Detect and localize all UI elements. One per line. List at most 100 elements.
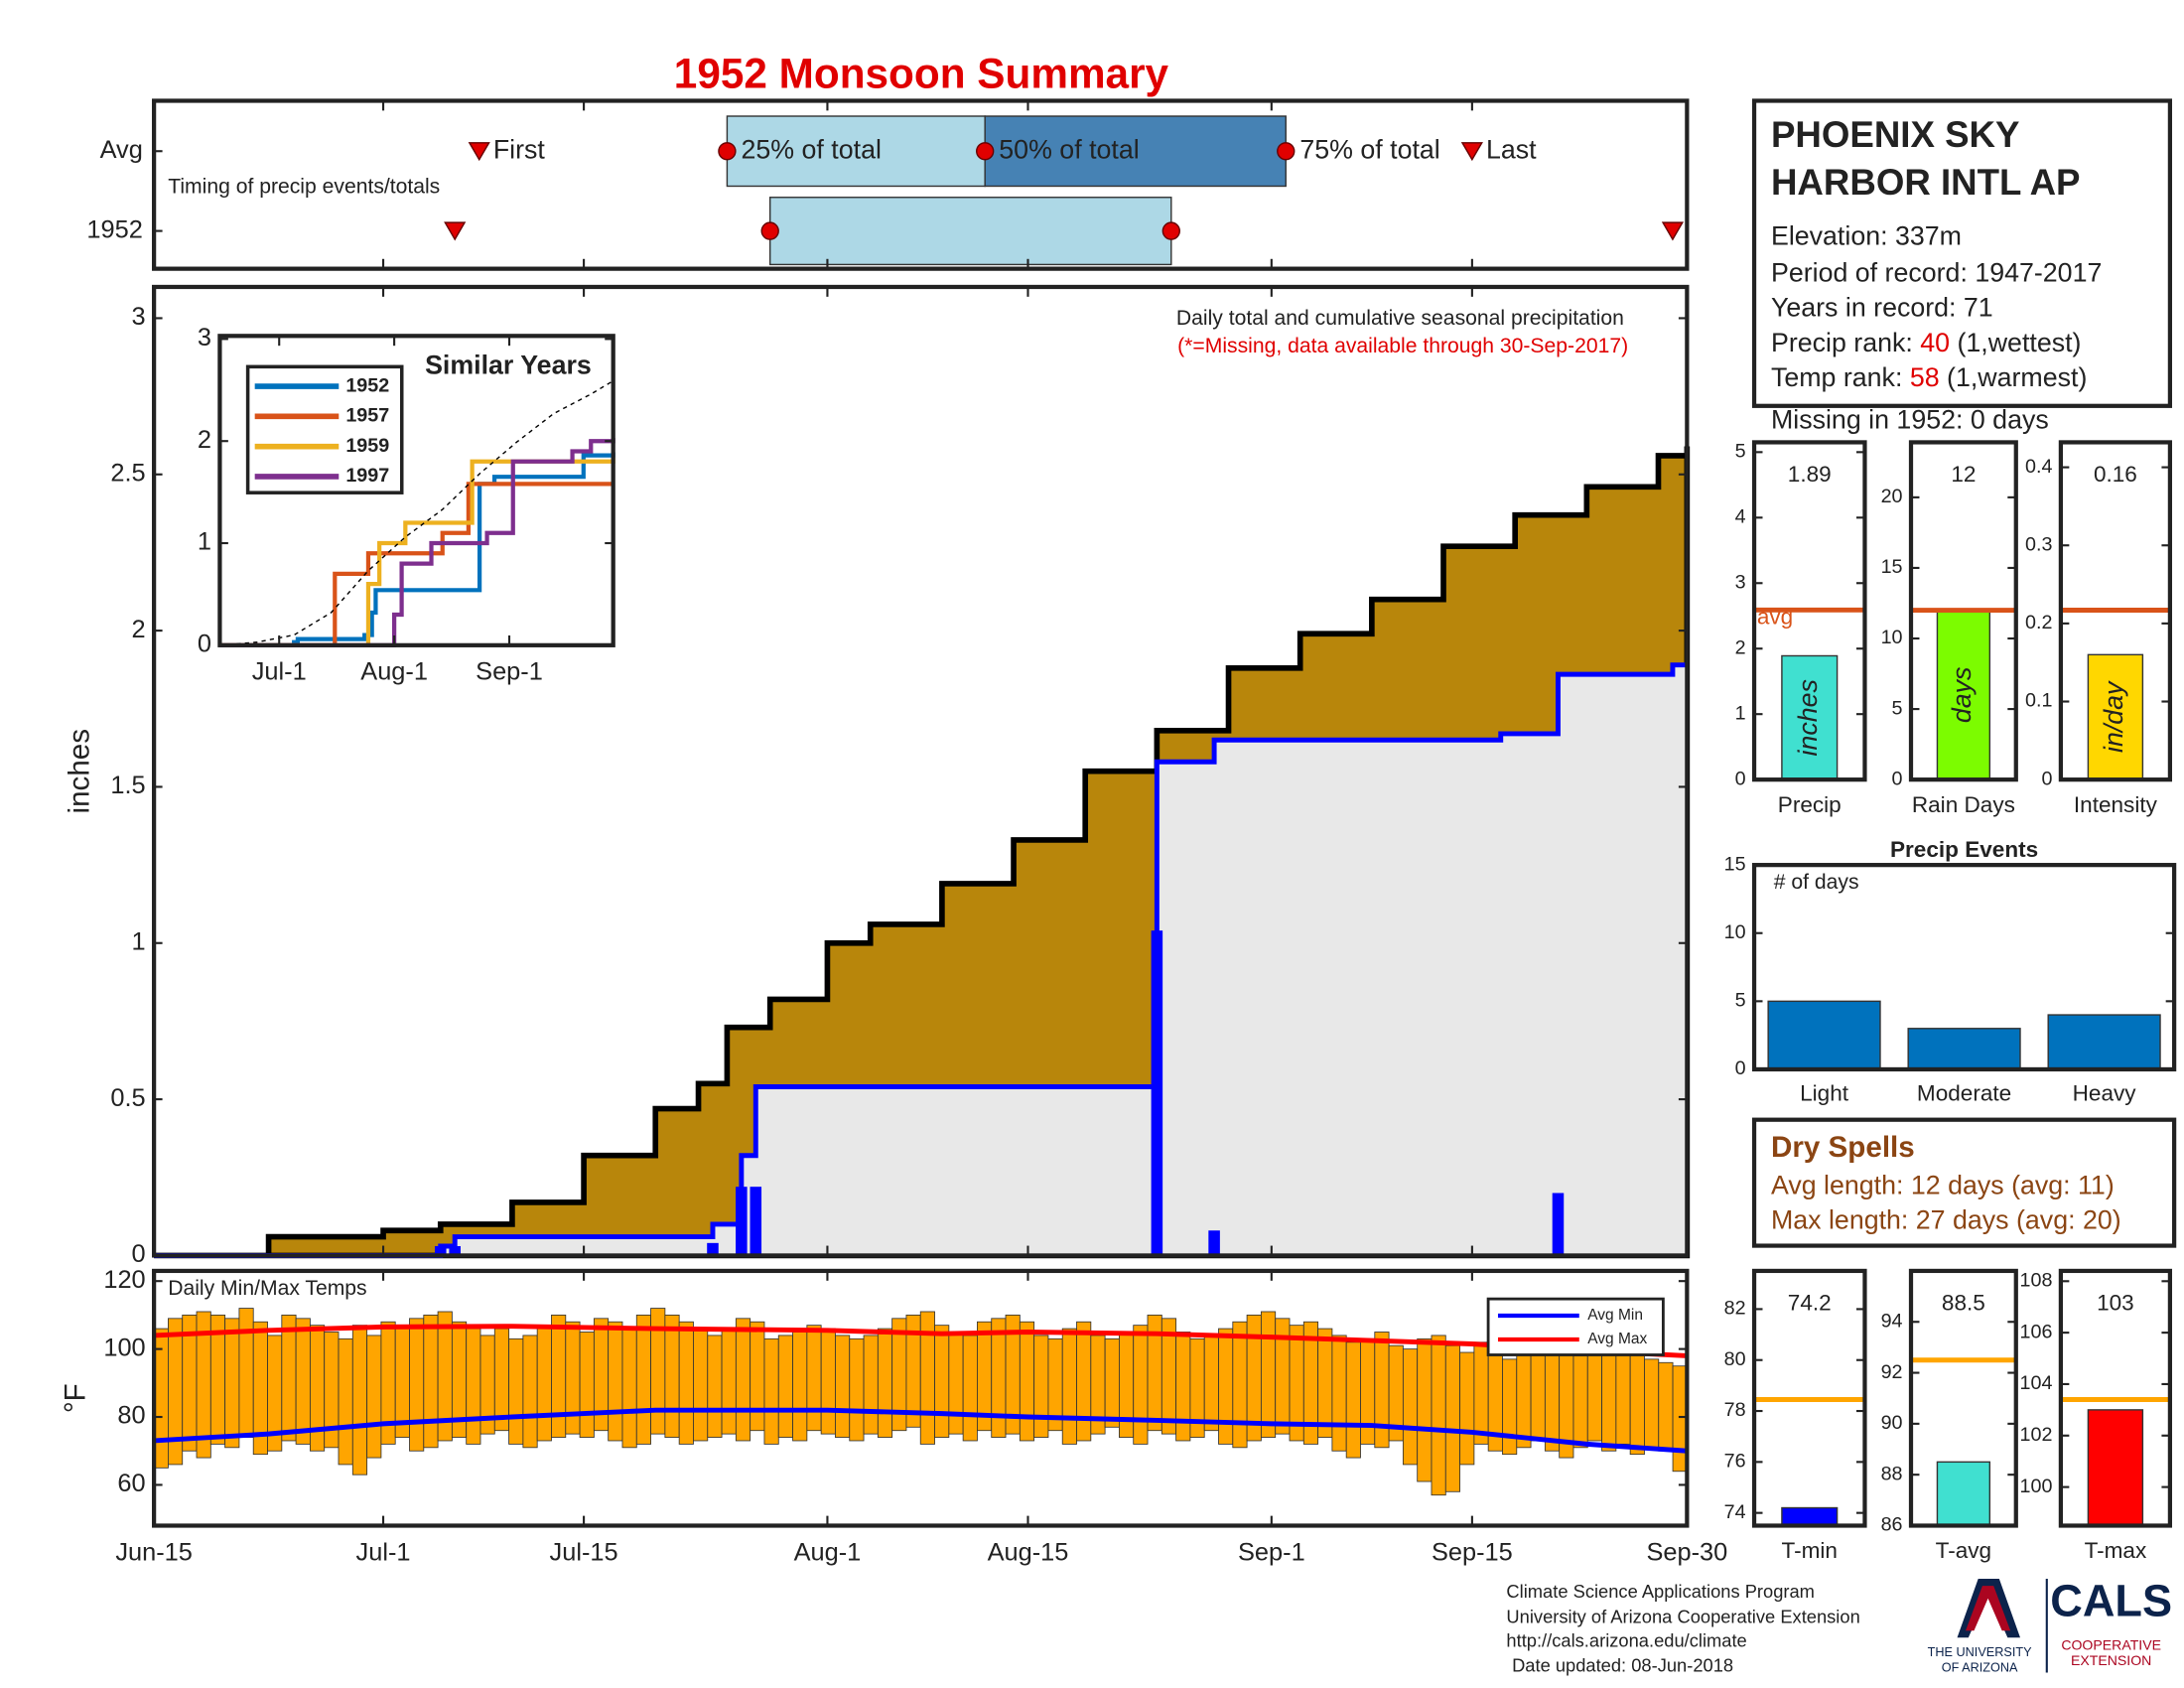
unit-label: days (1947, 667, 1977, 724)
event-marker (1460, 142, 1483, 162)
bar (1936, 1461, 1991, 1527)
year-line (219, 438, 615, 647)
total-marker (1277, 142, 1296, 161)
temp-bar (792, 1332, 808, 1442)
footer-line: http://cals.arizona.edu/climate (1506, 1629, 1746, 1650)
ua-text: OF ARIZONA (1942, 1661, 2018, 1675)
y-tick-label: 92 (1881, 1361, 1903, 1383)
dry-spells: Dry Spells Avg length: 12 days (avg: 11)… (1751, 1117, 2177, 1248)
temp-bar (1572, 1355, 1588, 1449)
y-tick-label: 3 (132, 303, 146, 331)
x-tick-label: Moderate (1917, 1080, 2011, 1105)
y-tick-label: 0.4 (2025, 456, 2052, 478)
info-box (1751, 98, 2173, 408)
temp-bar (1133, 1325, 1149, 1445)
temp-bar (1402, 1348, 1419, 1466)
temp-bar (962, 1335, 978, 1442)
value-label: 12 (1951, 462, 1976, 487)
temp-bar (1444, 1344, 1461, 1492)
bar (1907, 1028, 2021, 1070)
y-tick-label: 0.3 (2025, 533, 2052, 555)
dry-avg: Avg length: 12 days (avg: 11) (1771, 1170, 2115, 1199)
y-tick-label: 2.5 (110, 459, 145, 487)
footer: Climate Science Applications Program Uni… (1506, 1581, 1859, 1676)
temp-bar (735, 1318, 751, 1442)
temp-bar (635, 1314, 651, 1445)
y-tick-label: 1.5 (110, 772, 145, 799)
station-name: HARBOR INTL AP (1771, 162, 2081, 203)
y-tick-label: 5 (1735, 990, 1746, 1012)
y-axis-label: inches (64, 729, 96, 814)
temp-bar (1260, 1311, 1277, 1438)
temp-bar (466, 1328, 481, 1445)
x-tick-label: Aug-1 (360, 658, 428, 686)
daily-bar (1208, 1230, 1220, 1256)
x-tick-label: Jun-15 (115, 1538, 193, 1566)
category-label: T-avg (1936, 1538, 1991, 1563)
y-tick-label: 3 (1735, 571, 1746, 593)
temp-bar (948, 1332, 964, 1435)
marker-label: 75% of total (1299, 134, 1439, 164)
year-line (219, 452, 615, 647)
avg-label: avg (1757, 605, 1793, 630)
y-tick-label: 0 (2041, 768, 2052, 789)
temp-bar (579, 1332, 595, 1438)
daily-bar (750, 1187, 762, 1256)
temp-bar (1658, 1361, 1674, 1452)
y-tick-label: 1 (1735, 702, 1746, 724)
label: Temp rank: (1771, 362, 1902, 392)
y-tick-label: 0 (1735, 768, 1746, 789)
year-cumulative-fill (154, 664, 1688, 1256)
bar (1781, 1506, 1839, 1527)
note: # of days (1774, 871, 1859, 894)
y-tick-label: 100 (103, 1334, 145, 1361)
x-tick-label: Sep-15 (1432, 1538, 1513, 1566)
x-tick-label: Aug-1 (794, 1538, 862, 1566)
chart-temps: Daily Min/Max Temps Avg Min Avg Max °F 60 80 1… (59, 1266, 1727, 1566)
year-box (769, 197, 1172, 266)
y-tick-label: 74 (1724, 1501, 1746, 1523)
temp-bar (366, 1335, 382, 1459)
footer-line: Climate Science Applications Program (1506, 1581, 1815, 1602)
value-label: 103 (2097, 1291, 2134, 1316)
legend-label: 1952 (345, 374, 389, 396)
y-tick-label: 3 (198, 324, 211, 352)
y-tick-label: 108 (2020, 1270, 2053, 1292)
temp-bar (1431, 1335, 1446, 1496)
y-tick-label: 86 (1881, 1514, 1903, 1536)
plot-frame (1751, 440, 1867, 782)
y-tick-label: 0.1 (2025, 690, 2052, 712)
unit-label: inches (1793, 679, 1823, 756)
year-cumulative-line (154, 662, 1688, 1258)
plot-frame (217, 334, 615, 647)
temp-bar (1516, 1351, 1532, 1449)
y-tick-label: 100 (2020, 1476, 2053, 1497)
chart-precip: Daily total and cumulative seasonal prec… (64, 284, 1691, 1268)
total-marker (1161, 221, 1180, 240)
x-tick-label: Sep-1 (1238, 1538, 1305, 1566)
y-tick-label: 0.5 (110, 1084, 145, 1112)
temp-bar (1601, 1348, 1617, 1452)
y-tick-label: 0.2 (2025, 612, 2052, 633)
avg-line (219, 379, 614, 646)
y-tick-label: 88 (1881, 1463, 1903, 1484)
y-tick-label: 15 (1724, 853, 1746, 875)
temp-bar (750, 1321, 765, 1432)
title: 1952 Monsoon Summary (674, 51, 1169, 97)
logos: THE UNIVERSITY OF ARIZONA CALS COOPERATI… (1928, 1575, 2172, 1674)
chart-mini-bar: 88.5 T-avg 86 88 90 92 94 (1881, 1268, 2018, 1563)
category-label: Rain Days (1912, 792, 2015, 817)
y-tick-label: 102 (2020, 1424, 2053, 1446)
y-tick-label: 1 (198, 528, 211, 556)
daily-bar (736, 1187, 748, 1256)
temp-bar (1019, 1321, 1035, 1442)
footer-line: Date updated: 08-Jun-2018 (1512, 1655, 1733, 1676)
x-tick-label: Sep-1 (476, 658, 543, 686)
temp-bar (1203, 1335, 1219, 1432)
temp-bar (295, 1318, 311, 1445)
inset-title: Similar Years (425, 350, 592, 379)
temp-bar (1331, 1335, 1347, 1452)
legend-label: Avg Min (1587, 1307, 1643, 1324)
event-marker (1661, 221, 1685, 241)
value-label: 0.16 (2094, 462, 2137, 487)
